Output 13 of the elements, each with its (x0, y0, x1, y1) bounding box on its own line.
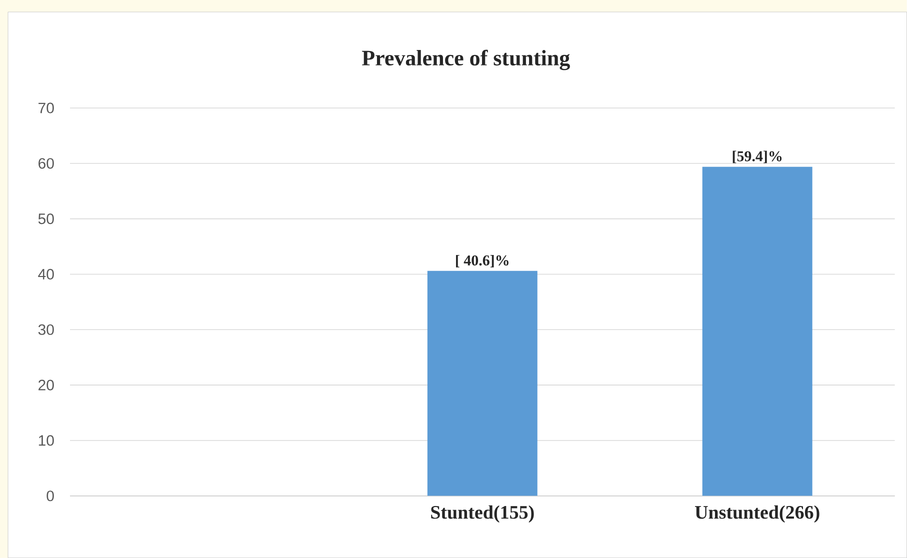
data-label: [ 40.6]% (456, 254, 508, 268)
x-tick-label: Unstunted(266) (695, 505, 820, 523)
y-tick-label: 60 (38, 158, 54, 169)
y-tick-label: 10 (38, 435, 54, 446)
data-label: [59.4]% (732, 150, 782, 164)
y-tick-label: 50 (38, 213, 54, 224)
x-tick-label: Stunted(155) (431, 505, 534, 523)
chart-title: Prevalence of stunting (362, 50, 570, 70)
y-tick-label: 20 (38, 380, 54, 390)
y-tick-label: 0 (46, 490, 54, 502)
y-tick-label: 40 (38, 268, 54, 280)
y-tick-label: 70 (38, 102, 54, 114)
y-tick-label: 30 (38, 324, 54, 335)
